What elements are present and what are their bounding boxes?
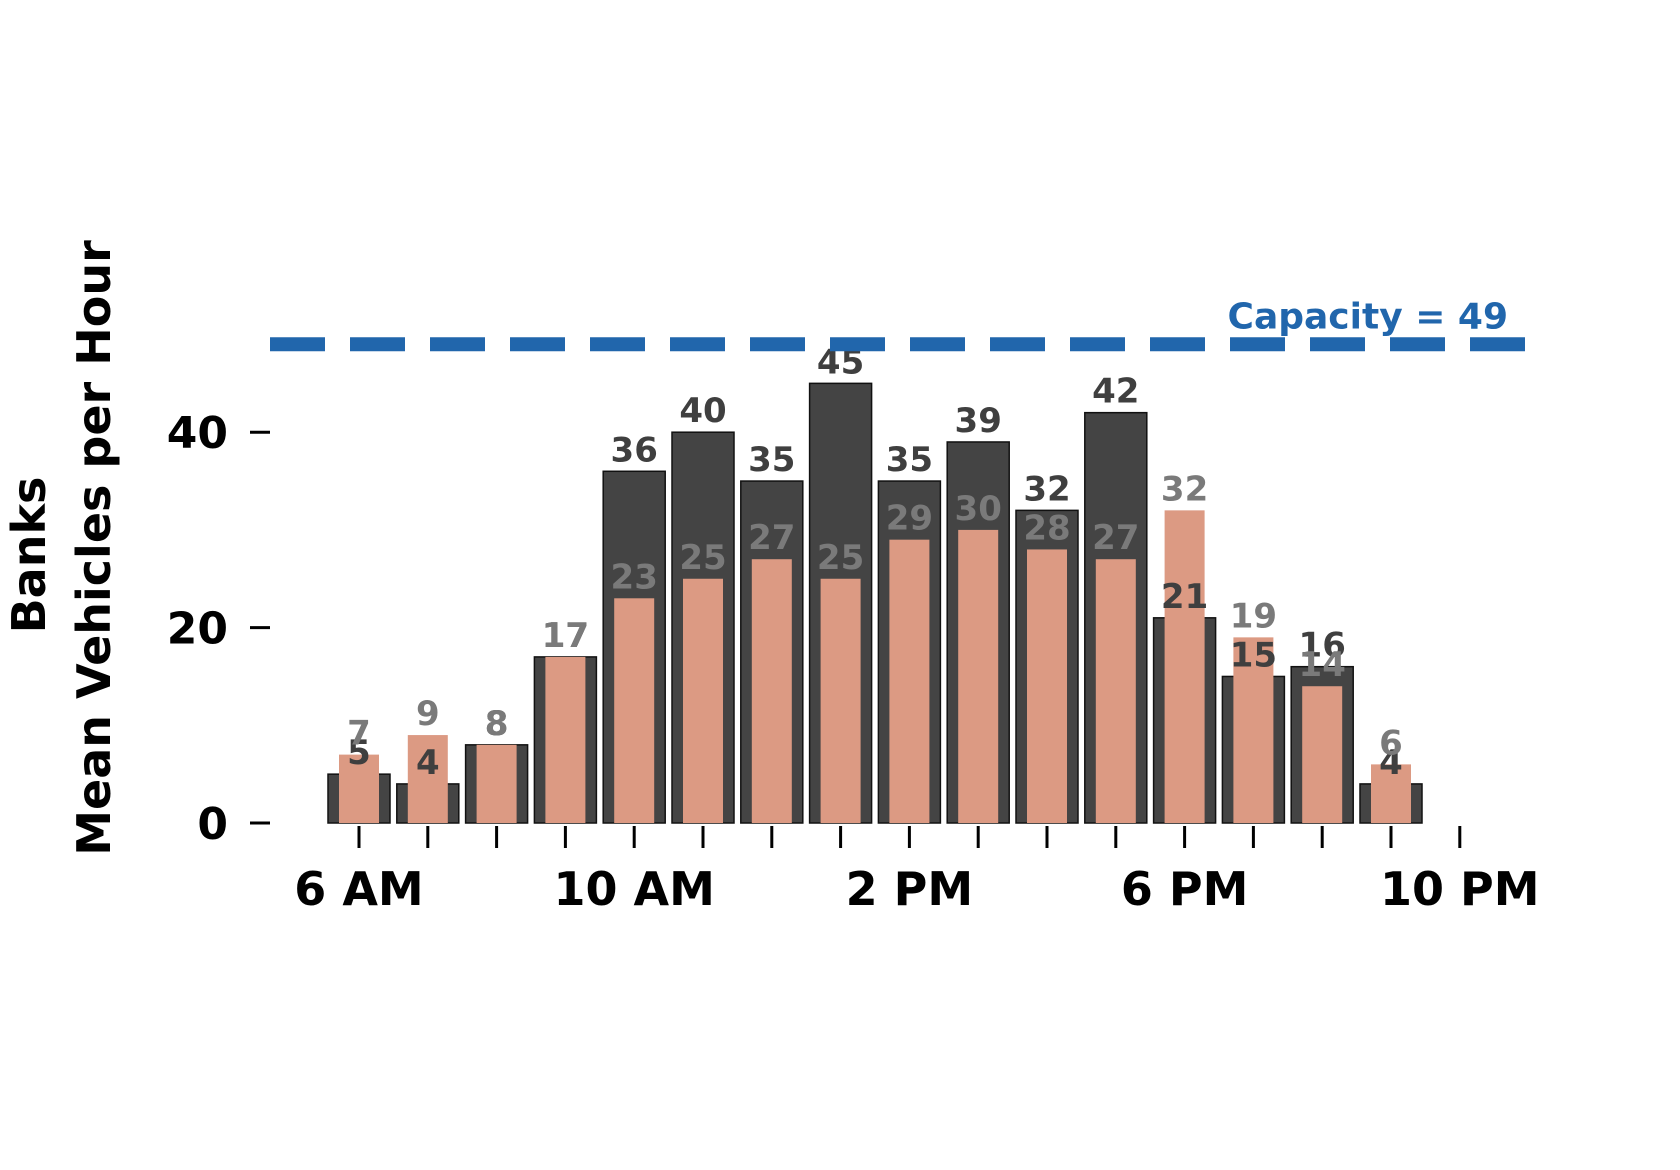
y-tick-label: 0 [197,799,228,850]
y-tick-label: 40 [167,408,228,459]
capacity-reference-line: Capacity = 49 [270,296,1530,352]
bar-salmon [1095,559,1136,823]
bar-value-label-salmon: 19 [1230,596,1277,636]
bar-value-label-dark: 42 [1092,372,1139,412]
bar-value-label-salmon: 8 [485,704,509,744]
bar-salmon [820,578,861,823]
bar-value-label-salmon: 27 [1092,518,1139,558]
x-axis-ticks: 6 AM 10 AM 2 PM 6 PM 10 PM [294,826,1540,916]
bar-salmon [407,735,448,823]
bar-value-label-dark: 8 [485,704,509,744]
bar-salmon [1233,637,1274,823]
capacity-label: Capacity = 49 [1228,296,1508,337]
bar-salmon [1302,686,1343,823]
x-tick-label: 10 AM [553,862,714,916]
y-axis-label-line2: Mean Vehicles per Hour [67,240,121,856]
bar-value-label-dark: 35 [886,440,933,480]
y-axis-ticks: 0 20 40 [167,408,270,850]
y-axis-label: Banks Mean Vehicles per Hour [2,240,121,856]
bar-value-label-salmon: 25 [817,538,864,578]
bar-value-label-dark: 32 [1023,469,1070,509]
y-tick-label: 20 [167,604,228,655]
bar-value-label-salmon: 27 [748,518,795,558]
bar-salmon [614,598,655,823]
bar-value-label-dark: 5 [347,733,371,773]
bar-value-label-salmon: 9 [416,694,440,734]
bar-salmon [751,559,792,823]
bar-value-label-salmon: 17 [542,616,589,656]
x-tick-label: 10 PM [1380,862,1540,916]
bar-value-label-dark: 4 [1379,743,1403,783]
bar-salmon [339,754,379,823]
bar-salmon [1371,764,1411,823]
x-tick-label: 2 PM [846,862,974,916]
x-tick-label: 6 PM [1121,862,1249,916]
bar-value-label-dark: 21 [1161,577,1208,617]
y-axis-label-line1: Banks [2,477,56,634]
bar-value-label-dark: 35 [748,440,795,480]
bar-value-label-salmon: 14 [1299,645,1346,685]
series-salmon-bars [339,510,1411,823]
bar-salmon [889,539,930,823]
bar-salmon [958,529,999,823]
bar-salmon [683,578,723,823]
bar-value-label-salmon: 30 [955,489,1002,529]
bar-value-label-dark: 17 [542,616,589,656]
bar-value-label-salmon: 23 [611,557,658,597]
series-salmon-labels: 7 9 8 17 23 25 27 25 29 30 28 27 32 19 14 6 [347,469,1403,763]
bar-value-label-salmon: 7 [347,714,371,754]
bar-value-label-salmon: 6 [1379,723,1403,763]
bar-value-label-dark: 39 [955,401,1002,441]
bar-salmon [476,744,517,823]
bar-value-label-dark: 15 [1230,635,1277,675]
bar-value-label-dark: 4 [416,743,440,783]
x-tick-label: 6 AM [294,862,423,916]
bar-value-label-salmon: 25 [679,538,726,578]
bar-value-label-salmon: 28 [1023,508,1070,548]
bar-salmon [1164,510,1205,823]
bar-value-label-dark: 40 [679,391,726,431]
bar-salmon [1027,549,1067,823]
bar-value-label-dark: 36 [611,430,658,470]
bar-salmon [545,656,586,823]
bar-value-label-dark: 16 [1299,626,1346,666]
bar-value-label-salmon: 29 [886,499,933,539]
bar-value-label-salmon: 32 [1161,469,1208,509]
